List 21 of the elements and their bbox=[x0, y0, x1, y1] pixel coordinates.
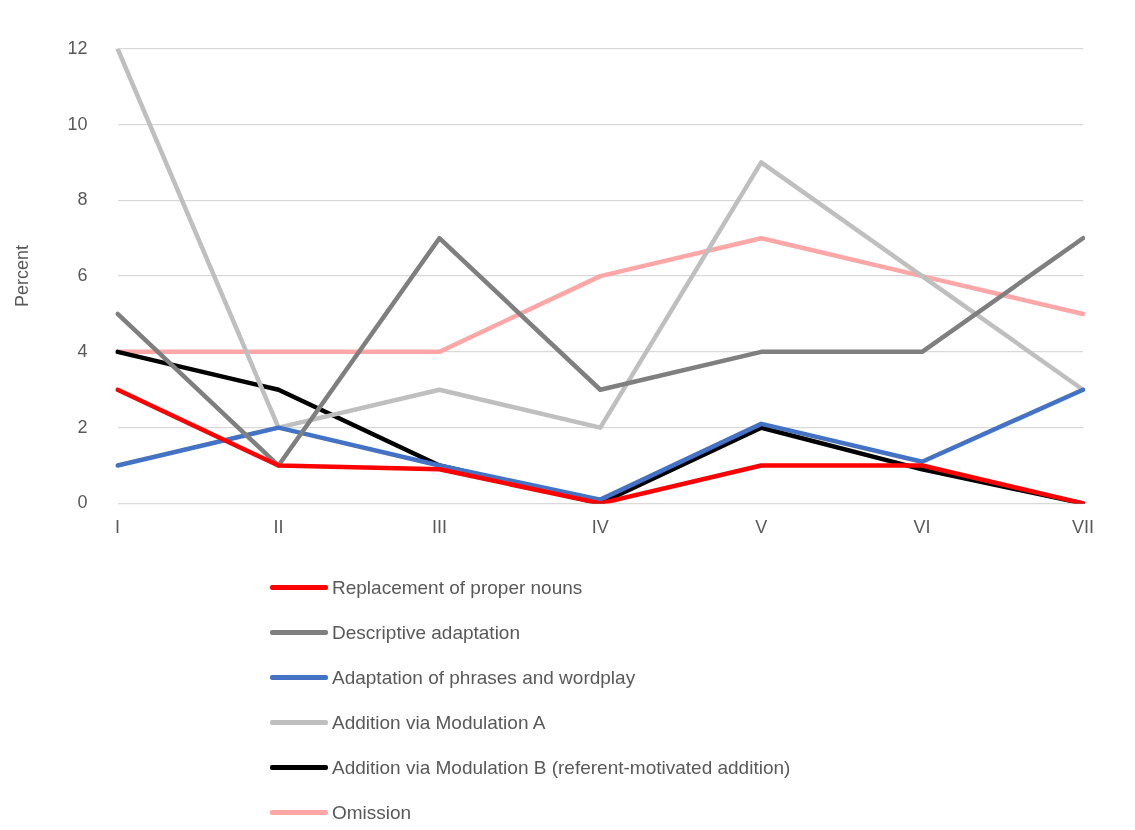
x-tick-label: I bbox=[115, 517, 121, 538]
x-tick-label: III bbox=[431, 517, 447, 538]
x-tick-label: IV bbox=[591, 517, 609, 538]
y-tick-label: 12 bbox=[67, 37, 88, 58]
legend-label: Replacement of proper nouns bbox=[332, 576, 583, 599]
y-axis-title: Percent bbox=[11, 245, 32, 308]
x-tick-label: VI bbox=[913, 517, 931, 538]
legend-label: Adaptation of phrases and wordplay bbox=[332, 666, 636, 689]
x-tick-label: V bbox=[755, 517, 768, 538]
y-tick-label: 10 bbox=[67, 113, 88, 134]
legend-label: Omission bbox=[332, 801, 412, 824]
y-tick-label: 2 bbox=[77, 416, 88, 437]
y-tick-label: 8 bbox=[77, 189, 88, 210]
legend-label: Descriptive adaptation bbox=[332, 621, 520, 644]
x-tick-label: II bbox=[273, 517, 284, 538]
y-tick-label: 0 bbox=[77, 492, 88, 513]
x-tick-label: VII bbox=[1071, 517, 1095, 538]
y-tick-label: 4 bbox=[77, 340, 88, 361]
legend-label: Addition via Modulation A bbox=[332, 711, 546, 734]
y-tick-label: 6 bbox=[77, 265, 88, 286]
legend-label: Addition via Modulation B (referent-motivated addition) bbox=[332, 756, 791, 779]
